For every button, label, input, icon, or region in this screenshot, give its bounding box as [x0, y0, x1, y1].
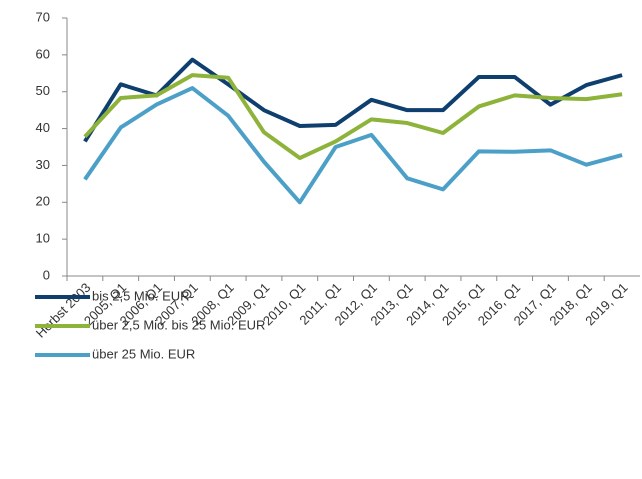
legend-label: über 2,5 Mio. bis 25 Mio. EUR — [92, 317, 265, 332]
series-line — [83, 57, 623, 143]
y-tick-label: 50 — [36, 83, 50, 98]
legend-label: bis 2,5 Mio. EUR — [92, 288, 190, 303]
y-tick-label: 40 — [36, 120, 50, 135]
y-tick-label: 60 — [36, 46, 50, 61]
x-tick-label: Herbst 2003 — [33, 280, 94, 341]
series-line — [83, 73, 623, 161]
y-tick-label: 70 — [36, 9, 50, 24]
legend-label: über 25 Mio. EUR — [92, 346, 195, 361]
y-tick-label: 20 — [36, 194, 50, 209]
y-tick-label: 0 — [43, 267, 50, 282]
y-tick-label: 30 — [36, 157, 50, 172]
series-line — [83, 86, 623, 205]
y-tick-label: 10 — [36, 231, 50, 246]
